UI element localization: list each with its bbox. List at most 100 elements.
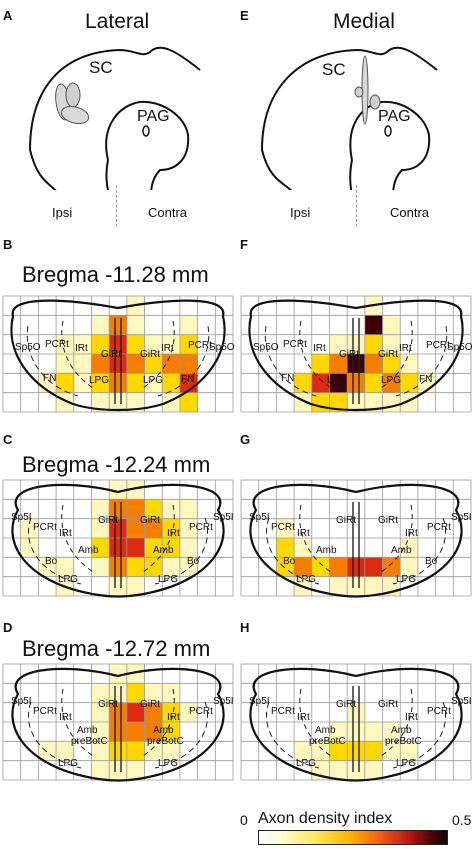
medulla-outline	[10, 299, 226, 412]
heat-cell	[109, 664, 127, 684]
heat-cell	[179, 354, 198, 374]
heat-cell	[91, 722, 110, 742]
legend-min: 0	[240, 812, 248, 828]
region-label: Sp5O	[447, 342, 473, 353]
heat-cell	[162, 518, 180, 538]
region-label: PCRt	[189, 706, 213, 717]
panel-label-e: E	[240, 8, 249, 23]
region-label: Amb	[316, 545, 337, 556]
heat-cell	[91, 702, 110, 722]
legend-title: Axon density index	[258, 810, 393, 827]
nucleus-boundary	[26, 325, 79, 397]
sc-label-medial: SC	[322, 60, 346, 79]
region-label: IRt	[297, 712, 310, 723]
heat-cell	[144, 499, 163, 519]
heat-cell	[20, 518, 39, 538]
contra-label-left: Contra	[148, 205, 188, 220]
heat-cell	[144, 683, 163, 703]
section-title-2: Bregma -12.24 mm	[22, 452, 211, 477]
heat-cell	[400, 557, 418, 577]
heat-cell	[382, 557, 401, 577]
nucleus-boundary	[264, 325, 317, 397]
heat-cell	[364, 576, 383, 596]
nucleus-boundary	[265, 701, 320, 769]
region-label: GiRt	[101, 349, 121, 360]
region-label: IRt	[161, 343, 174, 354]
panel-label-h: H	[240, 620, 250, 635]
region-label: preBotC	[309, 736, 346, 747]
region-label: Sp5I	[451, 512, 472, 523]
legend-colorbar	[258, 830, 448, 845]
nucleus-boundary	[392, 517, 447, 585]
heat-cell	[347, 334, 365, 354]
region-label: GiRt	[336, 699, 356, 710]
heat-cell	[91, 518, 110, 538]
heat-cell	[126, 354, 145, 374]
heat-cell	[311, 373, 330, 393]
heat-cell	[382, 722, 401, 742]
heat-cell	[162, 538, 180, 558]
heat-cell	[109, 392, 127, 412]
sc-label-lateral: SC	[89, 58, 113, 77]
heat-cell	[382, 373, 401, 393]
panel-label-d: D	[3, 620, 13, 635]
region-label: GiRt	[140, 699, 160, 710]
heat-cell	[126, 392, 145, 412]
region-label: Sp5I	[249, 696, 270, 707]
region-label: Amb	[153, 545, 174, 556]
heat-cell	[364, 373, 383, 393]
midbrain-schematic-medial	[261, 46, 438, 190]
heat-cell	[347, 373, 365, 393]
heat-cell	[144, 722, 163, 742]
heat-cell	[126, 334, 145, 354]
column-title-lateral: Lateral	[85, 10, 150, 33]
heat-cell	[347, 760, 365, 780]
region-label: Sp5O	[15, 342, 41, 353]
heat-cell	[400, 354, 418, 374]
nucleus-boundary	[265, 517, 320, 585]
heat-cell	[162, 334, 180, 354]
heat-cell	[144, 741, 163, 761]
heat-cell	[179, 392, 198, 412]
heat-cell	[144, 334, 163, 354]
region-label: Sp5I	[11, 696, 32, 707]
heat-cell	[91, 334, 110, 354]
heat-cell	[347, 702, 365, 722]
nucleus-boundary	[154, 701, 209, 769]
panel-label-c: C	[3, 432, 13, 447]
heat-cell	[382, 741, 401, 761]
heat-cell	[382, 334, 401, 354]
heat-cell	[91, 392, 110, 412]
region-label: LPG	[143, 375, 163, 386]
heat-cell	[162, 683, 180, 703]
region-label: Amb	[391, 545, 412, 556]
heat-cell	[109, 576, 127, 596]
medulla-outline	[249, 667, 463, 782]
region-label: PCRt	[45, 339, 69, 350]
region-label: PCRt	[271, 706, 295, 717]
contra-label-right: Contra	[390, 205, 430, 220]
region-label: Bo	[425, 556, 438, 567]
heat-cell	[364, 557, 383, 577]
heat-cell	[126, 499, 145, 519]
region-label: Sp5O	[209, 342, 235, 353]
region-label: IRt	[167, 712, 180, 723]
heat-cell	[364, 392, 383, 412]
heat-cell	[179, 702, 198, 722]
region-label: Bo	[187, 556, 200, 567]
heat-cell	[144, 702, 163, 722]
region-label: PCRt	[426, 340, 450, 351]
nucleus-boundary	[299, 504, 332, 573]
region-label: PCRt	[188, 340, 212, 351]
nucleus-boundary	[61, 504, 94, 573]
legend-max: 0.5	[452, 812, 472, 828]
nucleus-boundary	[299, 320, 332, 389]
heat-cell	[294, 538, 312, 558]
region-label: LPG	[396, 574, 416, 585]
heat-cell	[109, 538, 127, 558]
region-label: LPG	[158, 574, 178, 585]
